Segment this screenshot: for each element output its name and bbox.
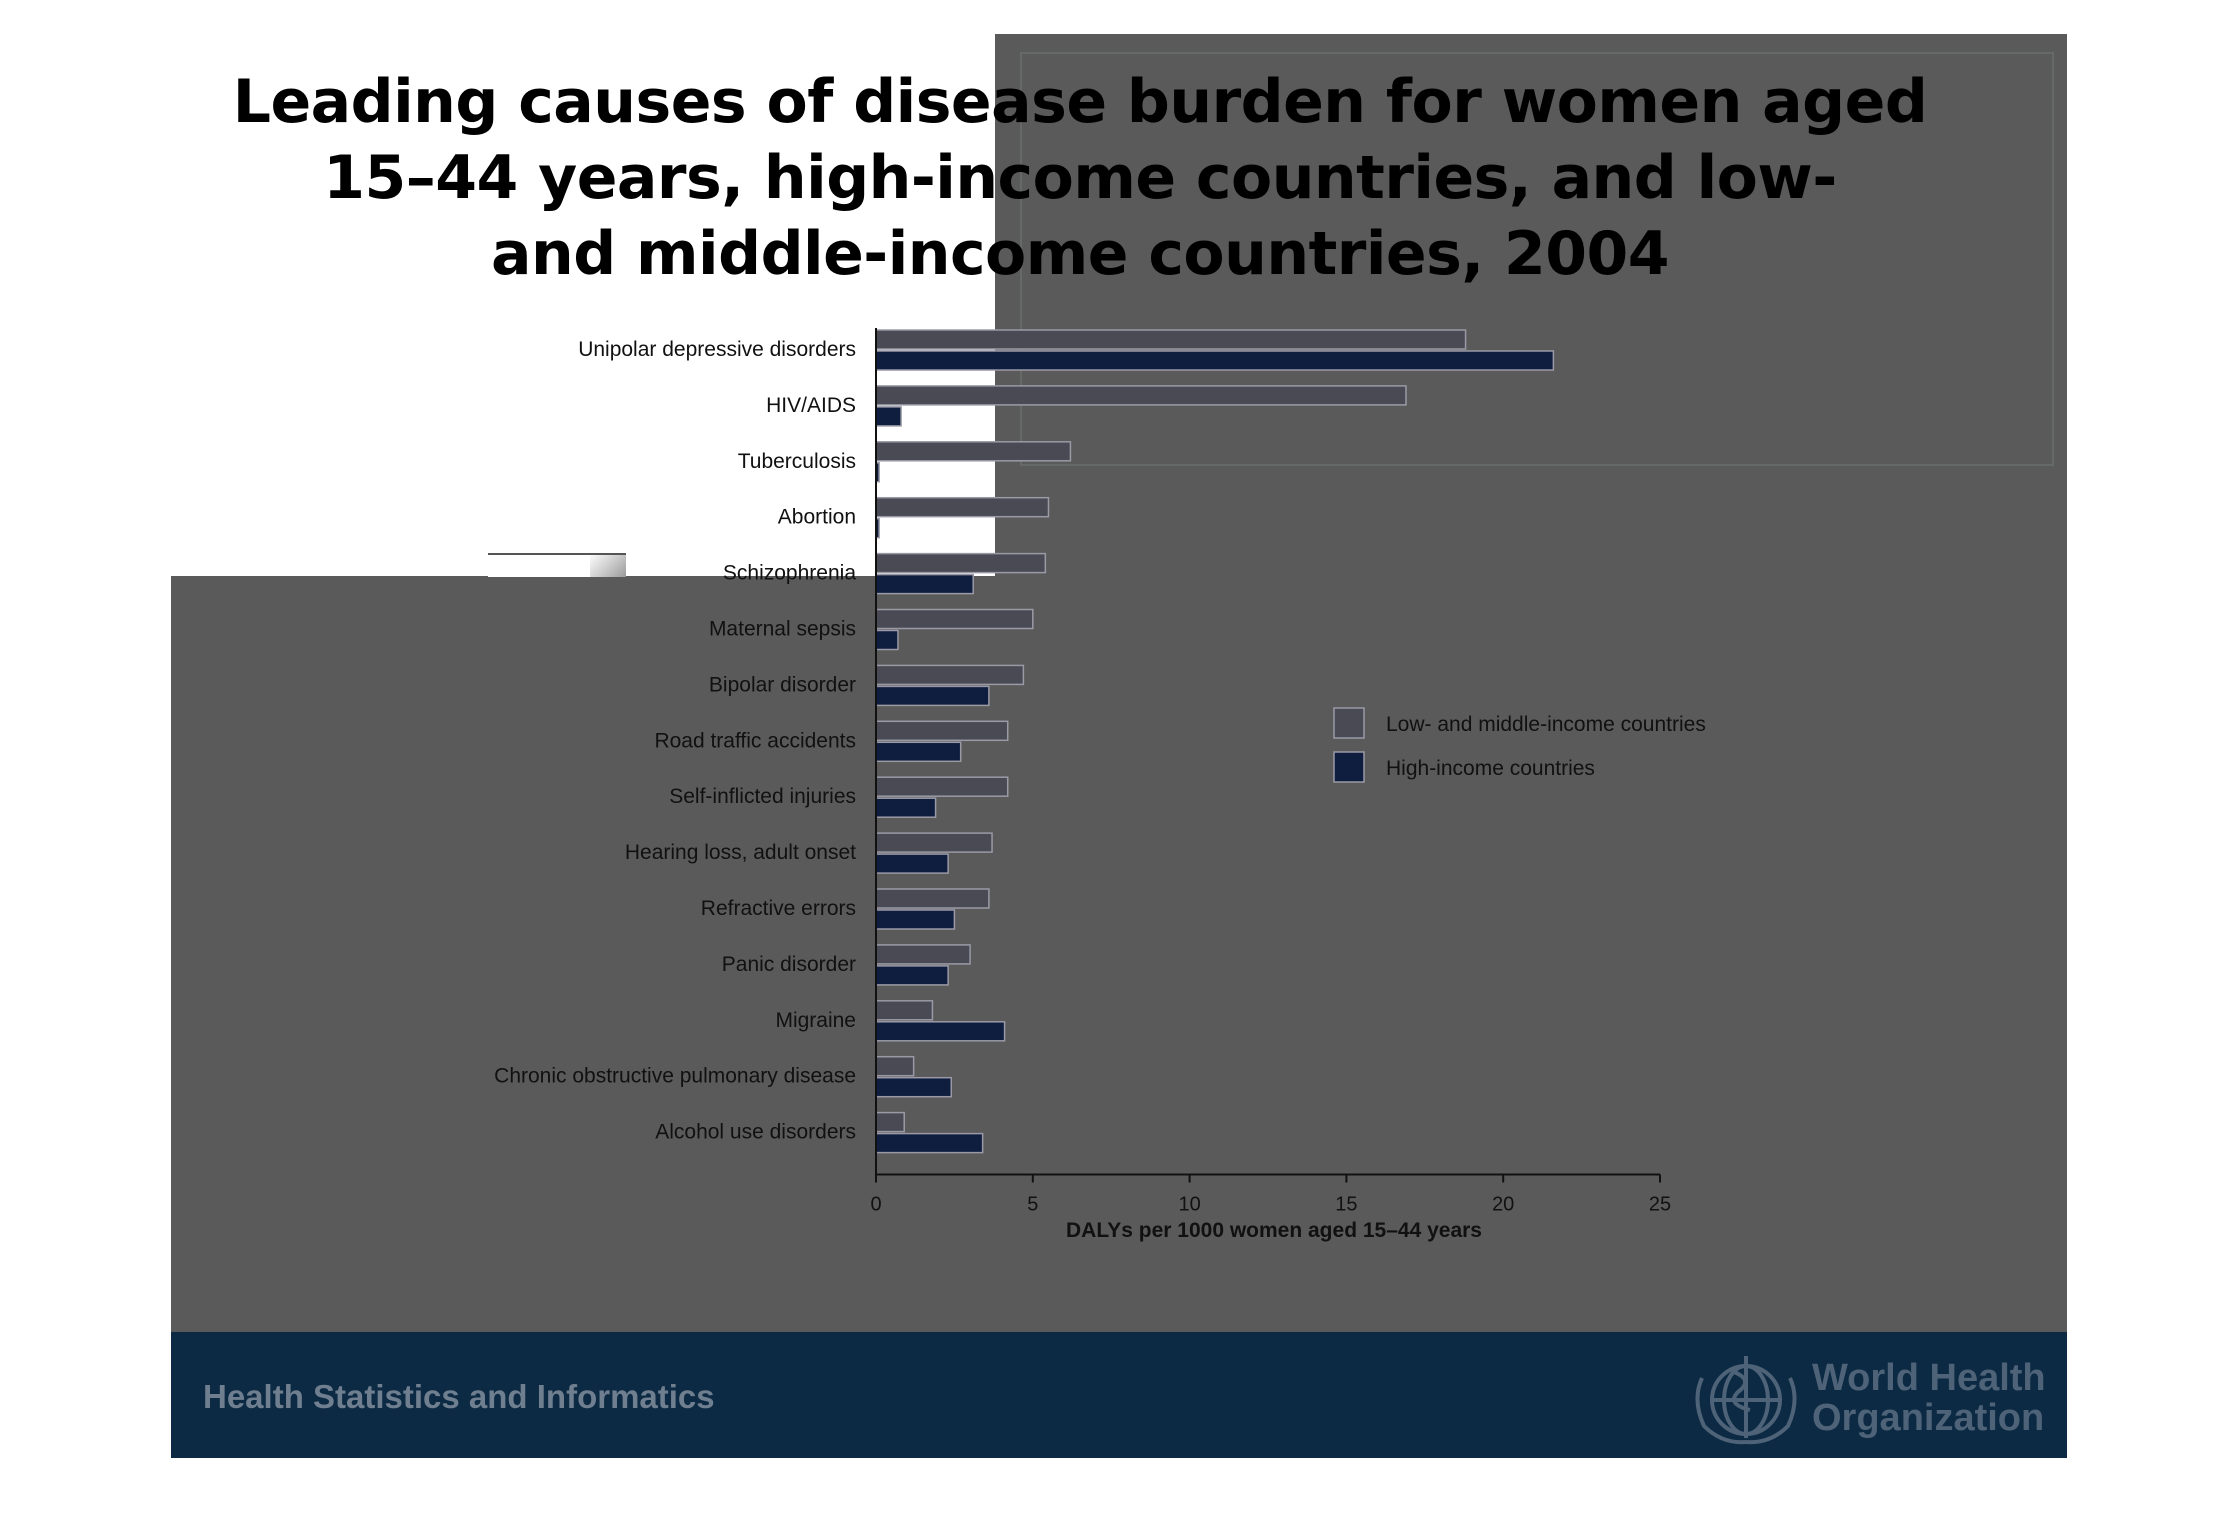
category-label: Alcohol use disorders <box>655 1121 856 1144</box>
slide-background-top <box>995 34 2067 576</box>
category-label: Bipolar disorder <box>709 673 856 696</box>
bar-low-middle-6 <box>875 664 1025 686</box>
category-label: Refractive errors <box>701 897 856 920</box>
category-label: HIV/AIDS <box>766 394 856 417</box>
bar-high-10 <box>875 909 956 930</box>
bar-high-5 <box>875 629 899 651</box>
legend: Low- and middle-income countries High-inc… <box>1333 707 1706 783</box>
bar-low-middle-5 <box>875 608 1034 630</box>
bar-high-0 <box>875 350 1555 371</box>
bar-low-middle-14 <box>875 1111 905 1133</box>
slide-background <box>171 576 2067 1458</box>
slide-divider <box>488 553 626 555</box>
category-label: Migraine <box>775 1009 856 1032</box>
category-label: Panic disorder <box>722 953 856 976</box>
x-tick-label: 0 <box>870 1194 881 1216</box>
x-tick-label: 10 <box>1178 1194 1200 1216</box>
bar-low-middle-13 <box>875 1055 915 1077</box>
bar-low-middle-11 <box>875 944 971 965</box>
bar-low-middle-7 <box>875 720 1009 742</box>
bars-layer <box>875 329 1555 1154</box>
bar-low-middle-1 <box>875 385 1407 406</box>
who-logo-line1: World Health <box>1812 1357 2046 1399</box>
legend-swatch-1 <box>1333 751 1365 783</box>
bar-high-9 <box>875 853 949 874</box>
axes: 0 5 10 15 20 25 <box>870 328 1671 1216</box>
category-label: Chronic obstructive pulmonary disease <box>494 1065 856 1088</box>
bar-high-11 <box>875 965 949 986</box>
category-labels: Unipolar depressive disorders HIV/AIDS Tub… <box>494 338 856 1144</box>
bar-low-middle-12 <box>875 1000 934 1021</box>
category-label: Schizophrenia <box>723 562 856 585</box>
x-axis-title: DALYs per 1000 women aged 15–44 years <box>1066 1219 1482 1242</box>
category-label: Tuberculosis <box>738 450 856 473</box>
bar-high-14 <box>875 1132 984 1154</box>
who-emblem-icon <box>1695 1356 1797 1445</box>
category-label: Maternal sepsis <box>709 618 856 641</box>
category-label: Abortion <box>778 506 856 529</box>
category-label: Road traffic accidents <box>654 729 856 752</box>
bar-high-1 <box>875 406 902 427</box>
slide-frame-border <box>1020 52 2054 466</box>
legend-label: High-income countries <box>1386 757 1595 780</box>
bar-high-4 <box>875 573 974 595</box>
bar-high-7 <box>875 741 962 763</box>
slide-notch-shade <box>590 553 626 577</box>
bar-low-middle-2 <box>875 441 1072 462</box>
x-tick-label: 5 <box>1027 1194 1038 1216</box>
bar-high-12 <box>875 1021 1006 1042</box>
footer-bar <box>171 1332 2067 1458</box>
who-logo-text: World Health Organization <box>1812 1358 2046 1438</box>
bar-high-6 <box>875 685 990 707</box>
x-tick-label: 15 <box>1335 1194 1357 1216</box>
who-logo-line2: Organization <box>1812 1397 2045 1439</box>
x-tick-label: 20 <box>1492 1194 1514 1216</box>
bar-high-8 <box>875 797 937 818</box>
legend-swatch-0 <box>1333 707 1365 739</box>
category-label: Self-inflicted injuries <box>669 785 856 808</box>
legend-label: Low- and middle-income countries <box>1386 713 1706 736</box>
page-title: Leading causes of disease burden for wom… <box>232 67 1928 289</box>
category-label: Unipolar depressive disorders <box>578 338 856 361</box>
bar-low-middle-0 <box>875 329 1467 350</box>
category-label: Hearing loss, adult onset <box>625 841 856 864</box>
bar-low-middle-8 <box>875 776 1009 797</box>
bar-low-middle-9 <box>875 832 993 853</box>
bar-low-middle-10 <box>875 888 990 909</box>
x-tick-label: 25 <box>1649 1194 1671 1216</box>
bar-high-13 <box>875 1076 953 1098</box>
bar-low-middle-4 <box>875 552 1047 574</box>
bar-low-middle-3 <box>875 496 1050 518</box>
footer-label: Health Statistics and Informatics <box>203 1378 715 1415</box>
